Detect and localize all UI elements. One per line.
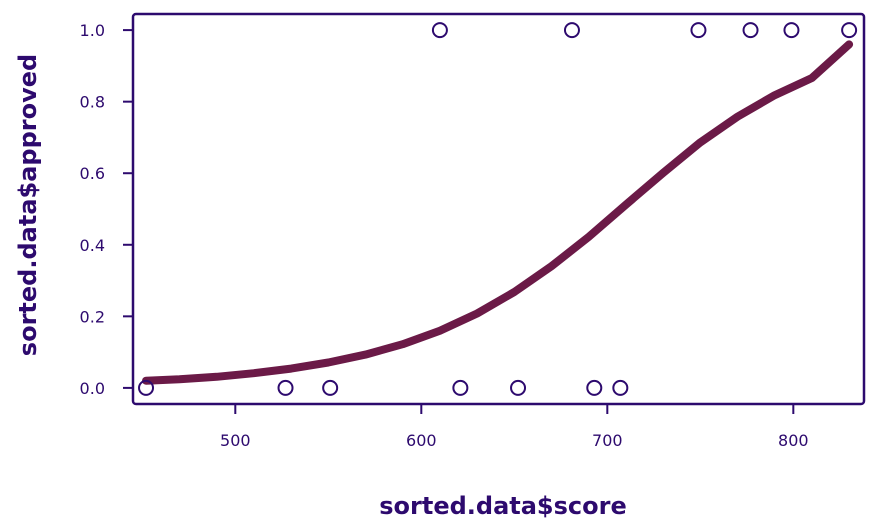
data-point — [783, 22, 800, 39]
data-points — [138, 22, 858, 396]
y-tick-label: 0.6 — [80, 164, 105, 183]
data-point — [452, 379, 469, 396]
x-axis: 500 600 700 800 — [220, 404, 809, 450]
data-point — [277, 379, 294, 396]
data-point — [690, 22, 707, 39]
data-point — [586, 379, 603, 396]
x-axis-title: sorted.data$score — [379, 492, 627, 520]
plot-frame — [131, 12, 866, 406]
data-point — [612, 379, 629, 396]
logistic-curve — [142, 40, 854, 385]
x-tick-label: 500 — [220, 431, 251, 450]
y-tick-label: 0.8 — [80, 93, 105, 112]
x-tick-label: 700 — [592, 431, 623, 450]
y-axis-title: sorted.data$approved — [14, 54, 42, 356]
y-tick-label: 1.0 — [80, 21, 105, 40]
data-point — [431, 22, 448, 39]
data-point — [138, 379, 155, 396]
data-point — [510, 379, 527, 396]
data-point — [841, 22, 858, 39]
x-tick-label: 600 — [406, 431, 437, 450]
y-axis: 0.0 0.2 0.4 0.6 0.8 1.0 — [80, 21, 133, 398]
y-tick-label: 0.4 — [80, 236, 105, 255]
y-tick-label: 0.2 — [80, 307, 105, 326]
data-point — [563, 22, 580, 39]
y-tick-label: 0.0 — [80, 379, 105, 398]
x-tick-label: 800 — [778, 431, 809, 450]
data-point — [322, 379, 339, 396]
data-point — [742, 22, 759, 39]
